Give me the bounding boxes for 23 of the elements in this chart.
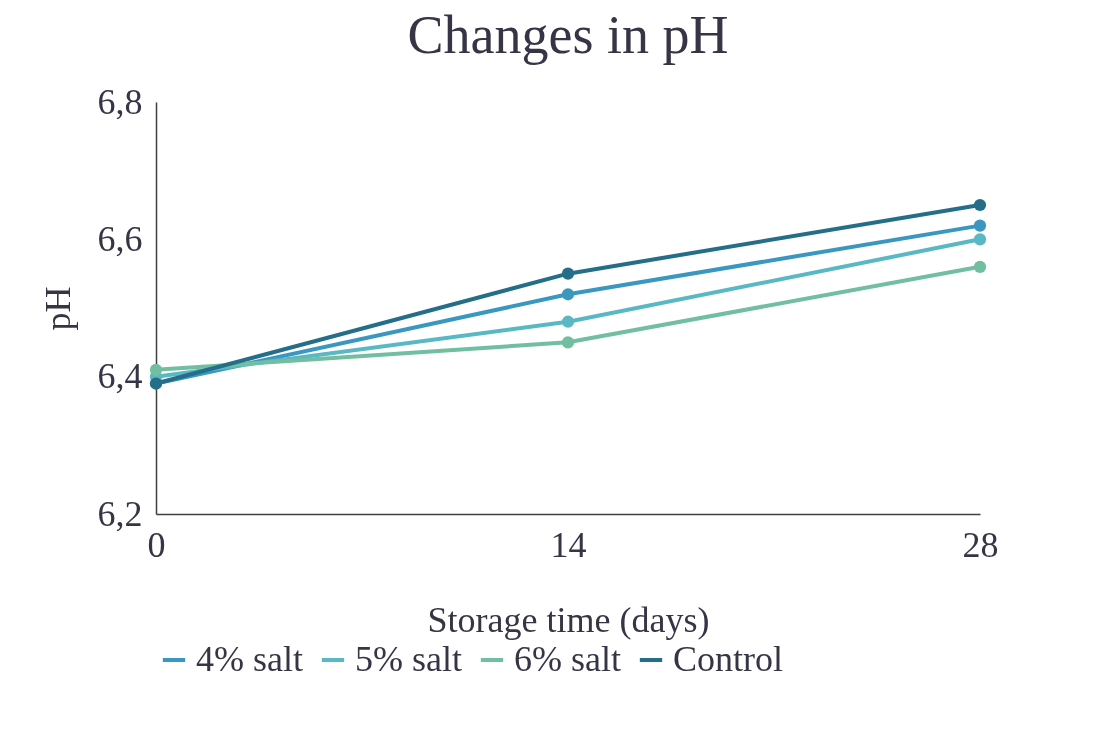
- y-tick-label: 6,4: [97, 356, 143, 397]
- y-tick-label: 6,2: [97, 493, 143, 534]
- point: [973, 198, 987, 212]
- point: [561, 336, 575, 349]
- point: [561, 267, 575, 280]
- legend-label: 5% salt: [355, 639, 462, 679]
- legend-label: 6% salt: [514, 639, 621, 679]
- y-tick-label: 6,8: [97, 81, 143, 122]
- y-axis-title: pH: [37, 286, 78, 331]
- point: [973, 219, 987, 232]
- point: [561, 288, 575, 301]
- point: [149, 363, 163, 376]
- legend-label: Control: [673, 639, 784, 679]
- x-axis-title: Storage time (days): [427, 599, 710, 640]
- legend-label: 4% salt: [196, 639, 303, 679]
- chart-title: Changes in pH: [407, 5, 729, 65]
- x-tick-label: 28: [962, 524, 999, 565]
- y-tick-label: 6,6: [97, 218, 143, 259]
- point: [973, 260, 987, 273]
- point: [561, 315, 575, 328]
- point: [973, 233, 987, 246]
- x-tick-label: 14: [550, 524, 587, 565]
- x-tick-label: 0: [147, 524, 166, 565]
